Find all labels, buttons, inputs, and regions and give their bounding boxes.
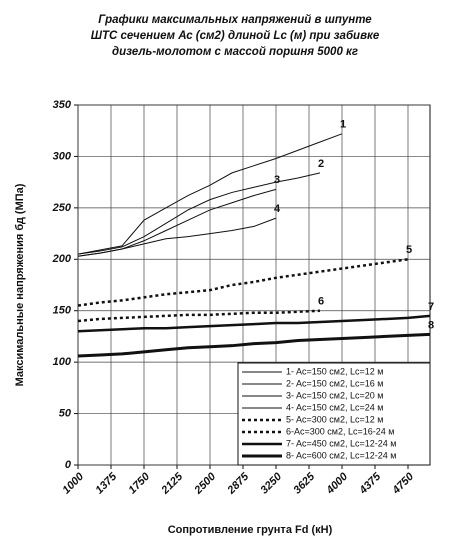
x-tick-label: 2500 [192,470,219,497]
x-tick-label: 3625 [291,470,317,496]
legend-label: 6-Ac=300 см2, Lc=16-24 м [286,426,394,436]
legend-box [237,362,431,466]
x-tick-label: 4000 [324,470,351,497]
x-tick-label: 4750 [390,470,417,497]
series-line [77,133,343,255]
line-label: 1 [340,119,346,131]
series-line [77,258,409,307]
y-tick-label: 300 [53,150,72,162]
legend-label: 8- Ac=600 см2, Lc=12-24 м [286,450,396,460]
x-tick-label: 4375 [357,470,384,497]
line-label: 4 [274,203,281,215]
line-label: 6 [318,296,324,308]
y-tick-label: 250 [52,202,72,214]
legend-label: 1- Ac=150 см2, Lc=12 м [286,366,383,376]
series-line [77,172,321,255]
legend-label: 3- Ac=150 см2, Lc=20 м [286,390,383,400]
series-line [77,217,277,257]
y-tick-label: 150 [53,305,72,317]
x-axis-label: Сопротивление грунта Fd (кН) [168,524,333,536]
chart-title: ШТС сечением Ас (см2) длиной Lc (м) при … [91,30,380,42]
line-label: 8 [428,319,434,331]
series-line [77,309,321,323]
line-label: 3 [274,174,280,186]
line-label: 5 [406,244,412,256]
x-tick-label: 1375 [93,470,119,496]
y-tick-label: 0 [65,459,72,471]
series-line [77,314,431,333]
y-tick-label: 200 [52,253,72,265]
legend-label: 4- Ac=150 см2, Lc=24 м [286,402,383,412]
y-tick-label: 350 [53,99,72,111]
chart-title: дизель-молотом с массой поршня 5000 кг [112,46,358,58]
x-tick-label: 2875 [225,470,252,497]
chart-title: Графики максимальных напряжений в шпунте [98,14,372,26]
legend-label: 7- Ac=450 см2, Lc=12-24 м [286,438,396,448]
y-tick-label: 50 [59,407,72,419]
y-axis-label: Максимальные напряжения бд (МПа) [14,183,26,386]
x-tick-label: 1000 [60,470,86,496]
x-tick-label: 3250 [258,470,284,496]
y-tick-label: 100 [53,356,72,368]
line-label: 2 [318,158,324,170]
x-tick-label: 1750 [126,470,152,496]
legend-label: 5- Ac=300 см2, Lc=12 м [286,414,383,424]
x-tick-label: 2125 [159,470,186,497]
legend-label: 2- Ac=150 см2, Lc=16 м [286,378,383,388]
series-line [77,332,431,358]
legend: 1- Ac=150 см2, Lc=12 м 2- Ac=150 см2, Lc=… [237,362,431,466]
line-label: 7 [428,301,434,313]
